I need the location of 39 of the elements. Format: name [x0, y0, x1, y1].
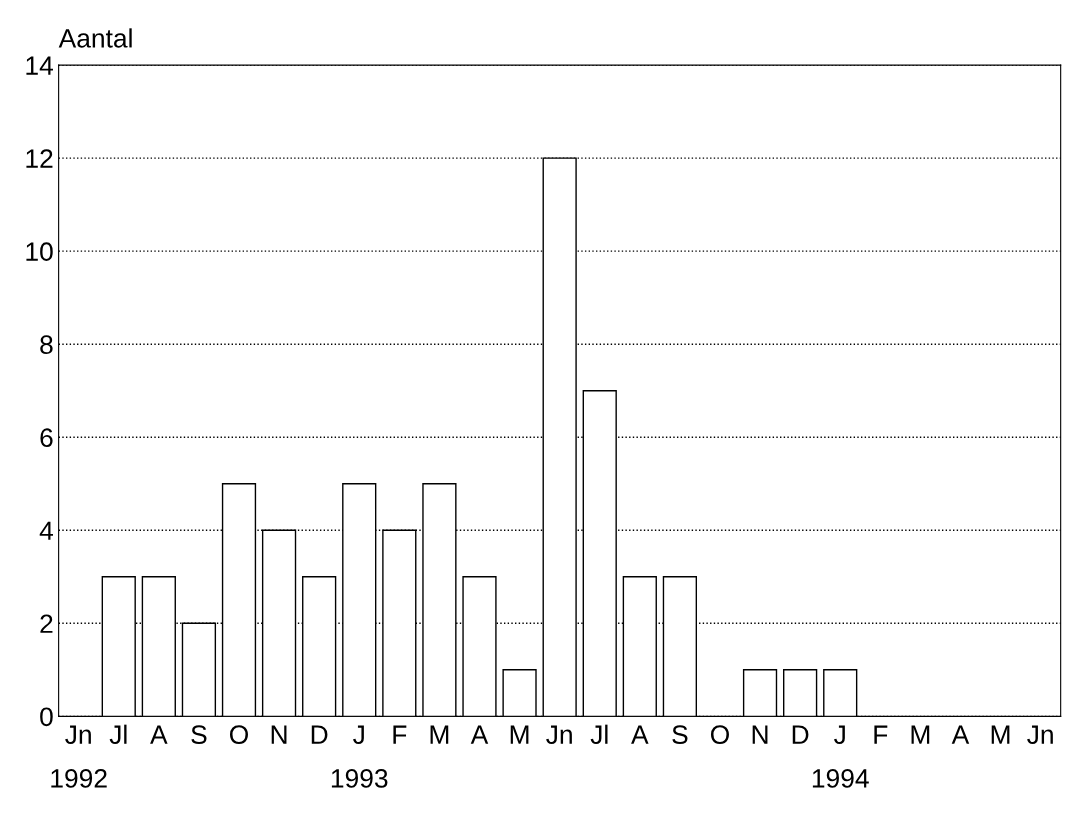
x-tick-label: D — [792, 725, 809, 744]
y-tick-label: 12 — [26, 149, 53, 168]
x-tick-label: O — [229, 725, 248, 745]
x-tick-label: N — [752, 725, 768, 744]
x-tick-label: Jl — [109, 724, 127, 745]
x-tick-label: A — [470, 725, 489, 744]
x-tick-label: Jn — [1027, 725, 1053, 745]
bar — [823, 669, 858, 717]
y-tick-label: 6 — [40, 428, 53, 448]
x-tick-label: F — [393, 725, 407, 744]
bar — [742, 669, 778, 717]
y-tick-label: 8 — [40, 335, 53, 355]
x-tick-label: O — [710, 725, 729, 745]
x-tick-label: Jl — [590, 724, 608, 745]
x-tick-label: A — [951, 725, 970, 744]
x-tick-label: Jn — [546, 725, 572, 745]
y-tick-label: 14 — [26, 56, 53, 75]
y-tick-label: 2 — [40, 614, 53, 633]
bar — [502, 669, 537, 717]
y-tick-label: 10 — [26, 242, 53, 261]
x-tick-label: M — [430, 725, 449, 744]
y-axis-title: Aantal — [58, 28, 132, 48]
x-tick-label: M — [991, 725, 1010, 744]
x-tick-label: M — [510, 725, 529, 744]
y-tick-label: 0 — [40, 707, 53, 727]
bar — [302, 576, 337, 717]
x-tick-label: M — [911, 725, 930, 744]
x-tick-label: S — [191, 725, 207, 745]
y-tick-label: 4 — [39, 521, 53, 540]
x-tick-label: A — [631, 725, 649, 744]
x-tick-label: Jn 1992 — [51, 725, 107, 788]
x-tick-label: F — [874, 725, 888, 744]
x-tick-label: S — [672, 725, 688, 745]
x-tick-label: J 1993 — [331, 725, 388, 788]
x-tick-label: N — [271, 725, 287, 744]
x-tick-label: D — [311, 725, 328, 744]
x-tick-label: J 1994 — [812, 725, 869, 788]
x-tick-label: A — [150, 725, 168, 744]
bar — [783, 669, 818, 717]
